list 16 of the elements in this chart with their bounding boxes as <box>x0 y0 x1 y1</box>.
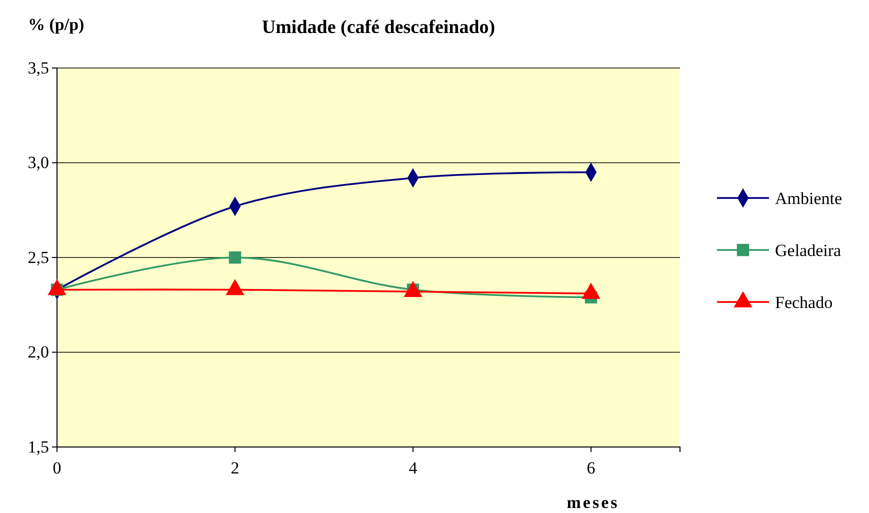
chart-title: Umidade (café descafeinado) <box>262 17 496 38</box>
y-tick-label: 2,0 <box>28 342 49 362</box>
y-tick-label: 3,5 <box>28 58 49 78</box>
y-tick-label: 2,5 <box>28 248 49 267</box>
y-tick-label: 1,5 <box>28 437 49 456</box>
legend-label: Ambiente <box>775 189 842 208</box>
x-tick-label: 2 <box>230 458 240 478</box>
y-axis-title: % (p/p) <box>28 15 84 34</box>
y-tick-label: 3,0 <box>28 153 49 172</box>
legend-label: Geladeira <box>775 241 842 260</box>
x-tick-label: 6 <box>586 458 596 478</box>
legend-label: Fechado <box>775 293 833 312</box>
x-tick-label: 4 <box>408 458 418 478</box>
x-tick-label: 0 <box>52 458 62 478</box>
point <box>228 251 242 264</box>
x-axis-title: meses <box>566 493 620 512</box>
